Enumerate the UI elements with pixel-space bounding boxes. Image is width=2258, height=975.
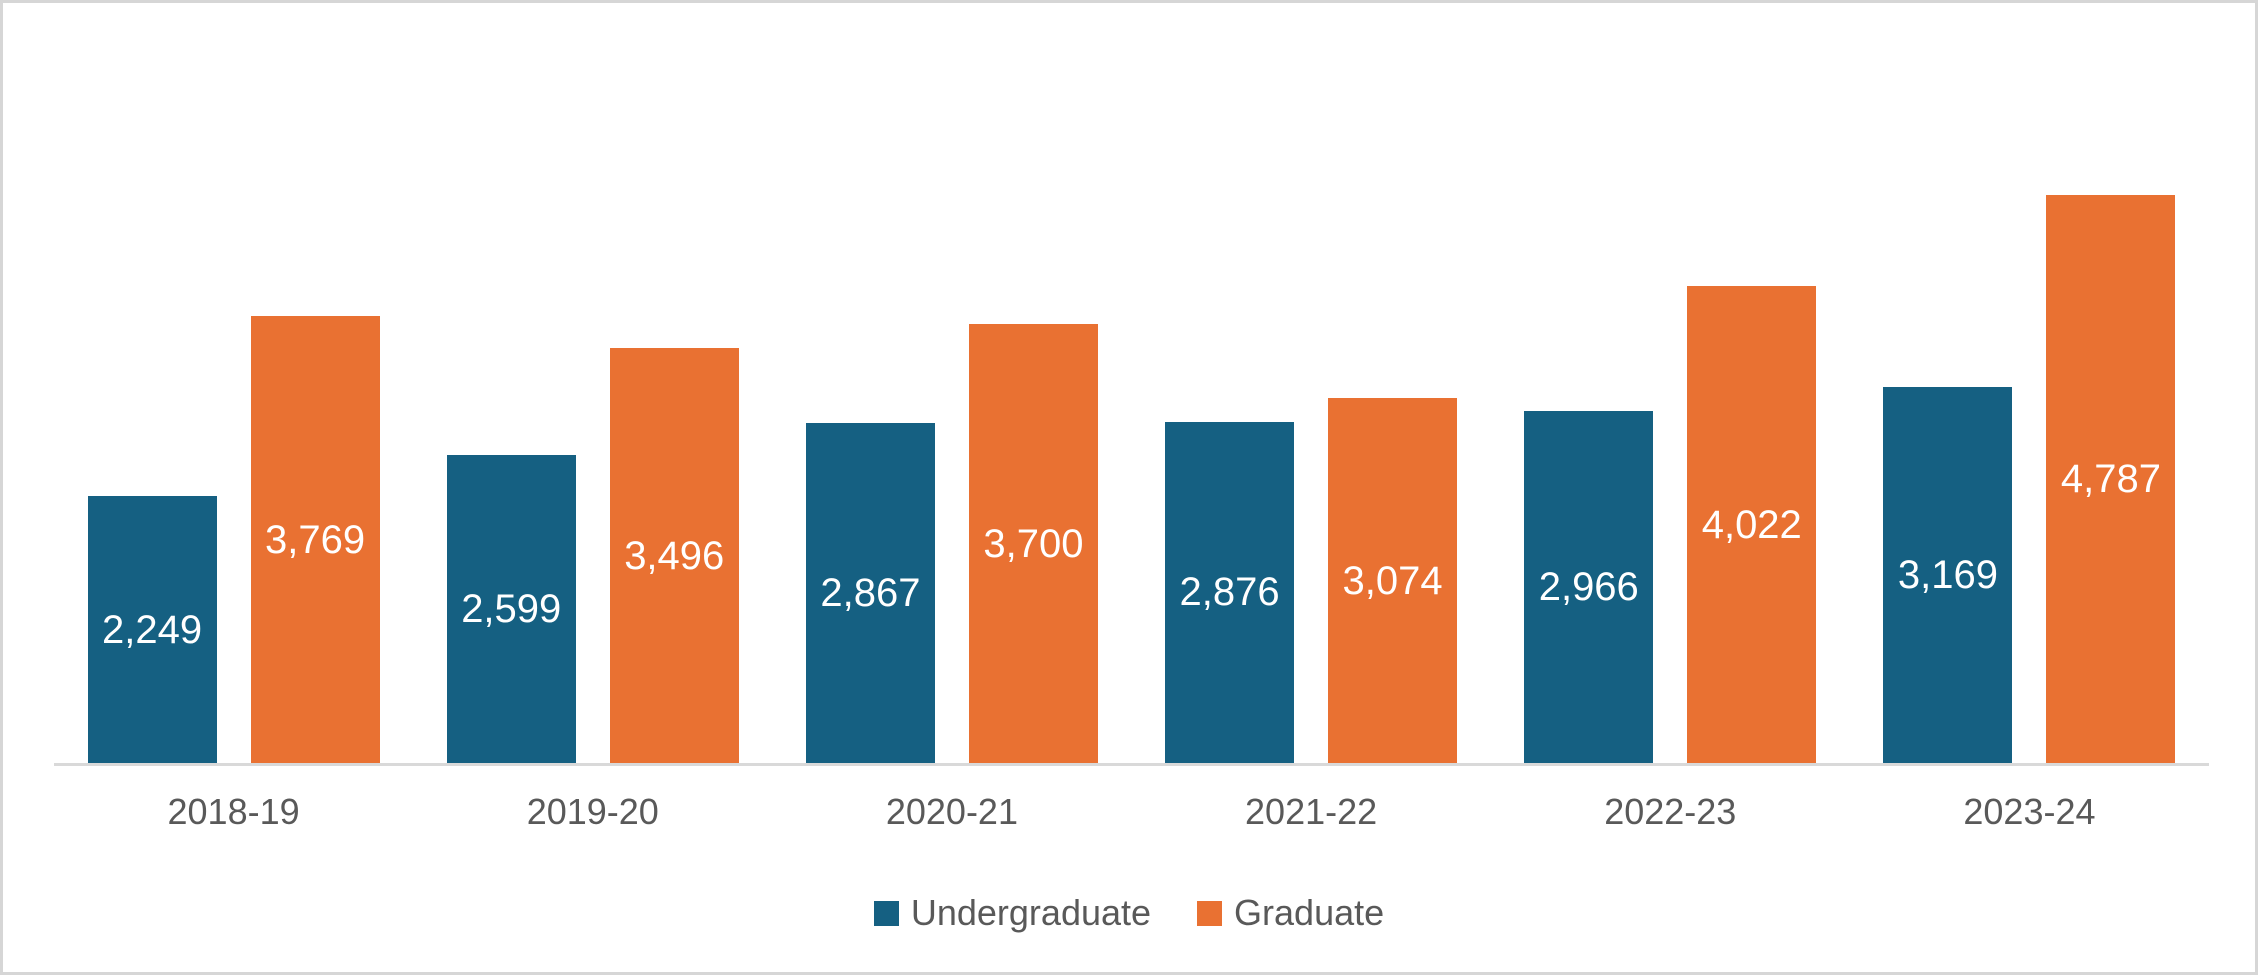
value-label: 3,769: [265, 517, 366, 562]
bar-group-2023-24: 3,169 4,787: [1850, 170, 2209, 763]
undergraduate-bar-2019-20: 2,599: [446, 454, 576, 763]
value-label: 3,496: [624, 533, 725, 578]
legend-item-graduate: Graduate: [1197, 895, 1384, 931]
graduate-bar-2019-20: 3,496: [609, 348, 739, 763]
value-label: 2,876: [1179, 570, 1280, 615]
value-label: 4,022: [1701, 502, 1802, 547]
category-axis: 2018-19 2019-20 2020-21 2021-22 2022-23 2023-…: [54, 790, 2209, 833]
bar-group-2020-21: 2,867 3,700: [772, 170, 1131, 763]
plot-wrap: 2,249 3,769 2,599 3,496 2,867 3,700 2,876 3,074…: [54, 170, 2209, 833]
legend: Undergraduate Graduate: [3, 895, 2255, 931]
value-label: 3,074: [1342, 558, 1443, 603]
undergraduate-bar-2020-21: 2,867: [805, 422, 935, 763]
value-label: 2,867: [820, 570, 921, 615]
category-label: 2018-19: [167, 791, 300, 832]
undergraduate-bar-2018-19: 2,249: [87, 496, 217, 763]
legend-swatch-icon: [873, 900, 899, 926]
value-label: 3,700: [983, 521, 1084, 566]
x-axis-line: [54, 763, 2209, 766]
legend-swatch-icon: [1197, 900, 1223, 926]
category-label: 2023-24: [1963, 791, 2096, 832]
legend-item-undergraduate: Undergraduate: [873, 892, 1152, 934]
legend-label: Undergraduate: [910, 892, 1152, 934]
graduate-bar-2023-24: 4,787: [2046, 195, 2176, 763]
graduate-bar-2021-22: 3,074: [1328, 398, 1458, 763]
value-label: 2,966: [1538, 565, 1639, 610]
legend-label: Graduate: [1234, 892, 1385, 934]
category-label: 2022-23: [1604, 791, 1737, 832]
value-label: 4,787: [2060, 457, 2161, 502]
bar-group-2018-19: 2,249 3,769: [54, 170, 413, 763]
value-label: 3,169: [1897, 553, 1998, 598]
undergraduate-bar-2021-22: 2,876: [1165, 421, 1295, 763]
bar-group-2021-22: 2,876 3,074: [1132, 170, 1491, 763]
bar-group-2019-20: 2,599 3,496: [413, 170, 772, 763]
value-label: 2,249: [102, 607, 203, 652]
graduate-bar-2022-23: 4,022: [1687, 286, 1817, 763]
bar-group-2022-23: 2,966 4,022: [1491, 170, 1850, 763]
category-label: 2020-21: [885, 791, 1018, 832]
category-label: 2021-22: [1245, 791, 1378, 832]
value-label: 2,599: [461, 586, 562, 631]
undergraduate-bar-2023-24: 3,169: [1883, 387, 2013, 763]
undergraduate-bar-2022-23: 2,966: [1524, 411, 1654, 763]
category-label: 2019-20: [526, 791, 659, 832]
graduate-bar-2018-19: 3,769: [250, 316, 380, 763]
graduate-bar-2020-21: 3,700: [968, 324, 1098, 763]
plot-area: 2,249 3,769 2,599 3,496 2,867 3,700 2,876 3,074…: [54, 170, 2209, 763]
